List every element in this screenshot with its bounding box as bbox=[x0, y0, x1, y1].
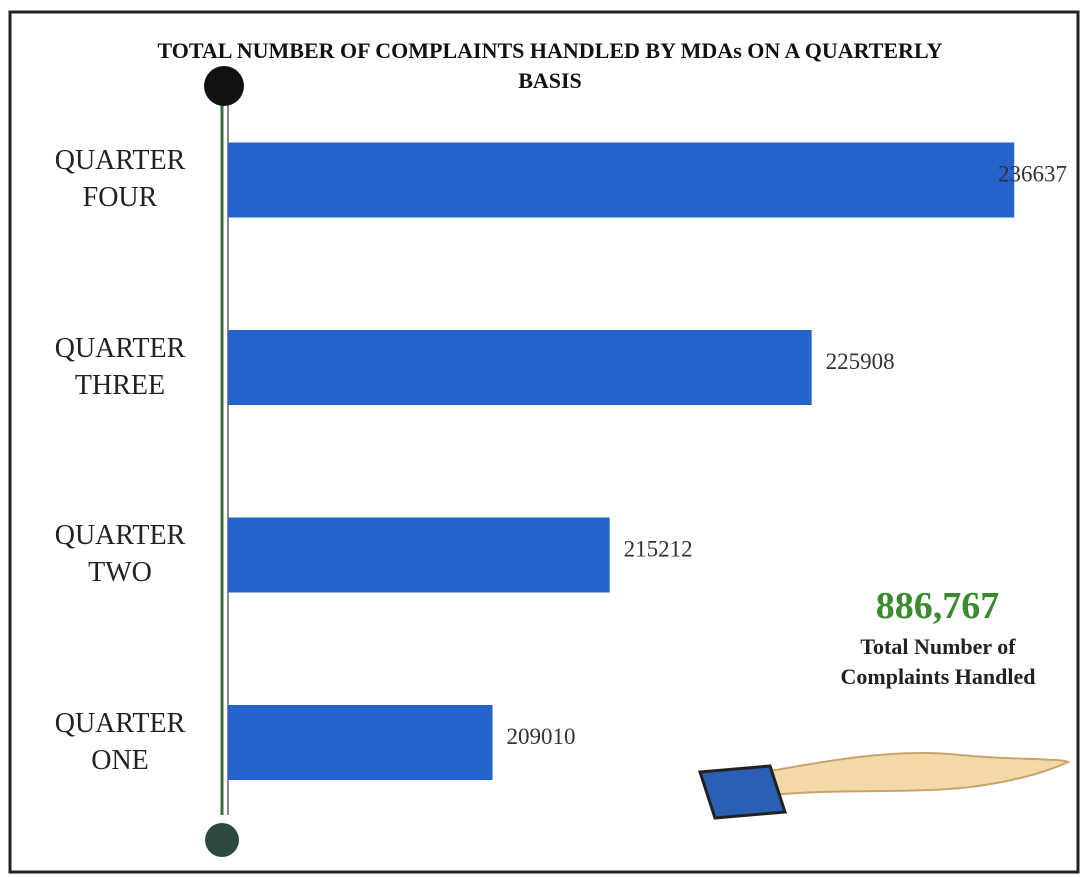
total-value: 886,767 bbox=[875, 585, 1000, 627]
value-label: 236637 bbox=[998, 161, 1067, 186]
total-caption: Total Number of Complaints Handled bbox=[840, 634, 1036, 689]
pole-bottom bbox=[205, 823, 239, 857]
category-label: QUARTER ONE bbox=[54, 707, 186, 776]
bar bbox=[228, 142, 1015, 218]
value-label: 225908 bbox=[826, 349, 895, 374]
value-label: 215212 bbox=[624, 536, 693, 561]
hand bbox=[697, 751, 1071, 820]
pole-top bbox=[204, 66, 244, 106]
chart-title: TOTAL NUMBER OF COMPLAINTS HANDLED BY MD… bbox=[157, 38, 943, 93]
hand-palm bbox=[763, 751, 1071, 797]
frame bbox=[8, 10, 1080, 874]
category-label: QUARTER THREE bbox=[54, 332, 186, 401]
bar bbox=[228, 705, 493, 780]
bar bbox=[228, 330, 812, 405]
value-label: 209010 bbox=[507, 724, 576, 749]
category-label: QUARTER TWO bbox=[54, 520, 186, 588]
bar bbox=[228, 517, 610, 593]
hand-cuff bbox=[697, 764, 788, 820]
category-label: QUARTER FOUR bbox=[54, 145, 186, 213]
